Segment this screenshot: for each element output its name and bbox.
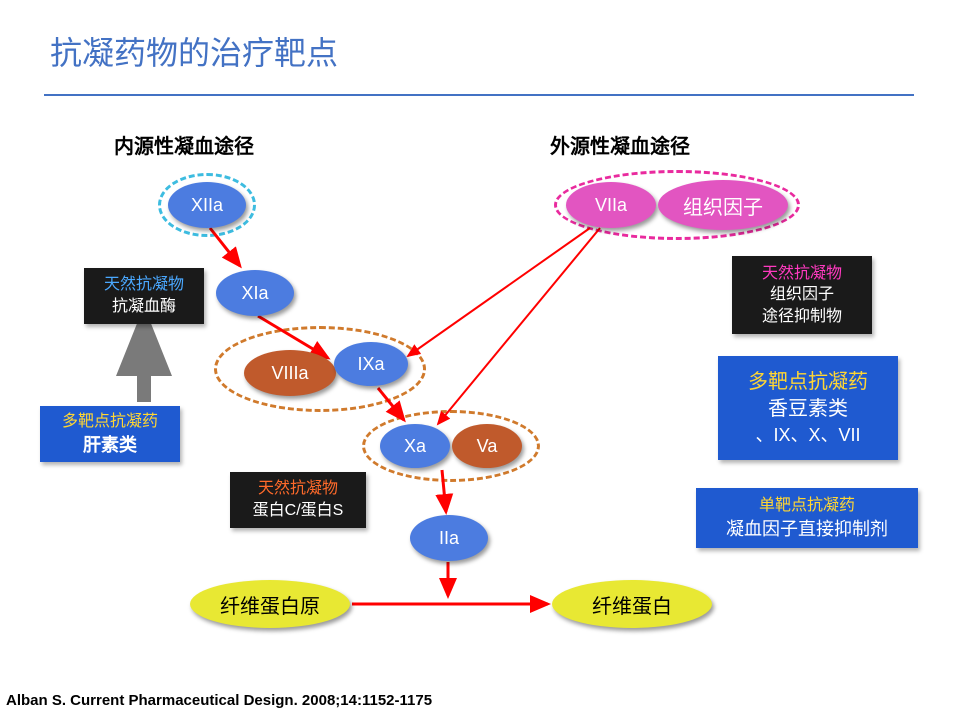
slide-title: 抗凝药物的治疗靶点 [50,28,338,74]
citation: Alban S. Current Pharmaceutical Design. … [6,692,432,709]
node-viia: VIIa [566,182,656,228]
box-line: 途径抑制物 [762,306,842,328]
box-line: 天然抗凝物 [104,274,184,296]
heading-extrinsic: 外源性凝血途径 [550,130,690,159]
node-fibrinogen: 纤维蛋白原 [190,580,350,628]
box-line: 香豆素类 [768,396,848,423]
node-tf: 组织因子 [658,180,788,230]
box-direct: 单靶点抗凝药 凝血因子直接抑制剂 [696,488,918,548]
node-xiia: XIIa [168,182,246,228]
box-line: 多靶点抗凝药 [748,369,868,396]
box-antithrombin: 天然抗凝物 抗凝血酶 [84,268,204,324]
node-ixa: IXa [334,342,408,386]
box-tfpi: 天然抗凝物 组织因子 途径抑制物 [732,256,872,334]
box-heparin: 多靶点抗凝药 肝素类 [40,406,180,462]
box-proteinc: 天然抗凝物 蛋白C/蛋白S [230,472,366,528]
box-line: 多靶点抗凝药 [62,411,158,433]
box-line: 组织因子 [770,284,834,306]
node-xa: Xa [380,424,450,468]
box-coumarin: 多靶点抗凝药 香豆素类 、IX、X、VII [718,356,898,460]
node-xia: XIa [216,270,294,316]
title-underline [44,94,914,96]
box-line: 天然抗凝物 [762,263,842,285]
box-line: 蛋白C/蛋白S [253,500,344,522]
node-fibrin: 纤维蛋白 [552,580,712,628]
node-viiia: VIIIa [244,350,336,396]
box-line: 肝素类 [83,433,137,457]
heading-intrinsic: 内源性凝血途径 [114,130,254,159]
box-line: 单靶点抗凝药 [759,495,855,517]
box-line: 凝血因子直接抑制剂 [726,517,888,541]
node-iia: IIa [410,515,488,561]
box-line: 抗凝血酶 [112,296,176,318]
box-line: 、IX、X、VII [755,423,860,447]
node-va: Va [452,424,522,468]
box-line: 天然抗凝物 [258,478,338,500]
